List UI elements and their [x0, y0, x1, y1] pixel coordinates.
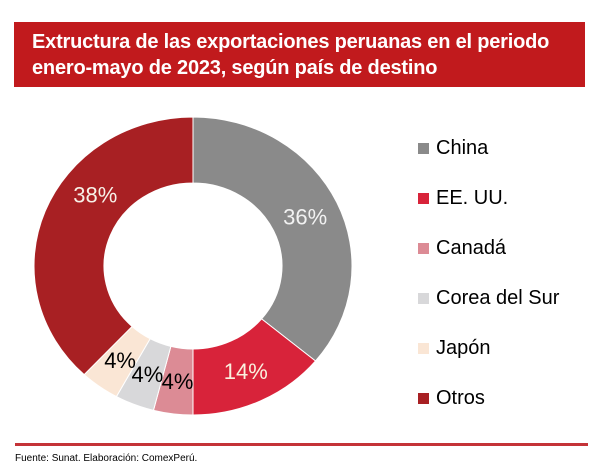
legend-item-canad-: Canadá — [418, 237, 559, 260]
legend-label: China — [436, 137, 489, 159]
source-note: Fuente: Sunat. Elaboración: ComexPerú. — [15, 453, 198, 464]
legend-item-ee-uu-: EE. UU. — [418, 187, 559, 210]
slice-data-label: 14% — [224, 359, 268, 384]
slice-data-label: 36% — [283, 205, 327, 230]
legend-swatch — [418, 193, 429, 204]
legend-item-corea-del-sur: Corea del Sur — [418, 287, 559, 310]
chart-title-line2: enero-mayo de 2023, según país de destin… — [32, 57, 438, 79]
legend-item-otros: Otros — [418, 387, 559, 410]
donut-slice-china — [192, 116, 353, 362]
slice-data-label: 4% — [162, 369, 194, 394]
slice-data-label: 38% — [73, 183, 117, 208]
title-banner: Extructura de las exportaciones peruanas… — [14, 22, 585, 87]
legend-item-jap-n: Japón — [418, 337, 559, 360]
legend-label: Otros — [436, 387, 485, 409]
legend-label: EE. UU. — [436, 187, 509, 209]
slice-data-label: 4% — [132, 362, 164, 387]
legend-item-china: China — [418, 137, 559, 160]
legend-swatch — [418, 393, 429, 404]
legend-label: Canadá — [436, 237, 507, 259]
legend-swatch — [418, 143, 429, 154]
donut-slice-otros — [33, 116, 194, 376]
slice-data-label: 4% — [104, 348, 136, 373]
legend-swatch — [418, 243, 429, 254]
legend-label: Corea del Sur — [436, 287, 560, 309]
chart-legend: China EE. UU. Canadá Corea del Sur Japón Otro… — [418, 137, 559, 410]
footer-rule — [15, 443, 588, 446]
legend-swatch — [418, 343, 429, 354]
chart-title-line1: Extructura de las exportaciones peruanas… — [32, 31, 550, 53]
legend-label: Japón — [436, 337, 491, 359]
legend-swatch — [418, 293, 429, 304]
